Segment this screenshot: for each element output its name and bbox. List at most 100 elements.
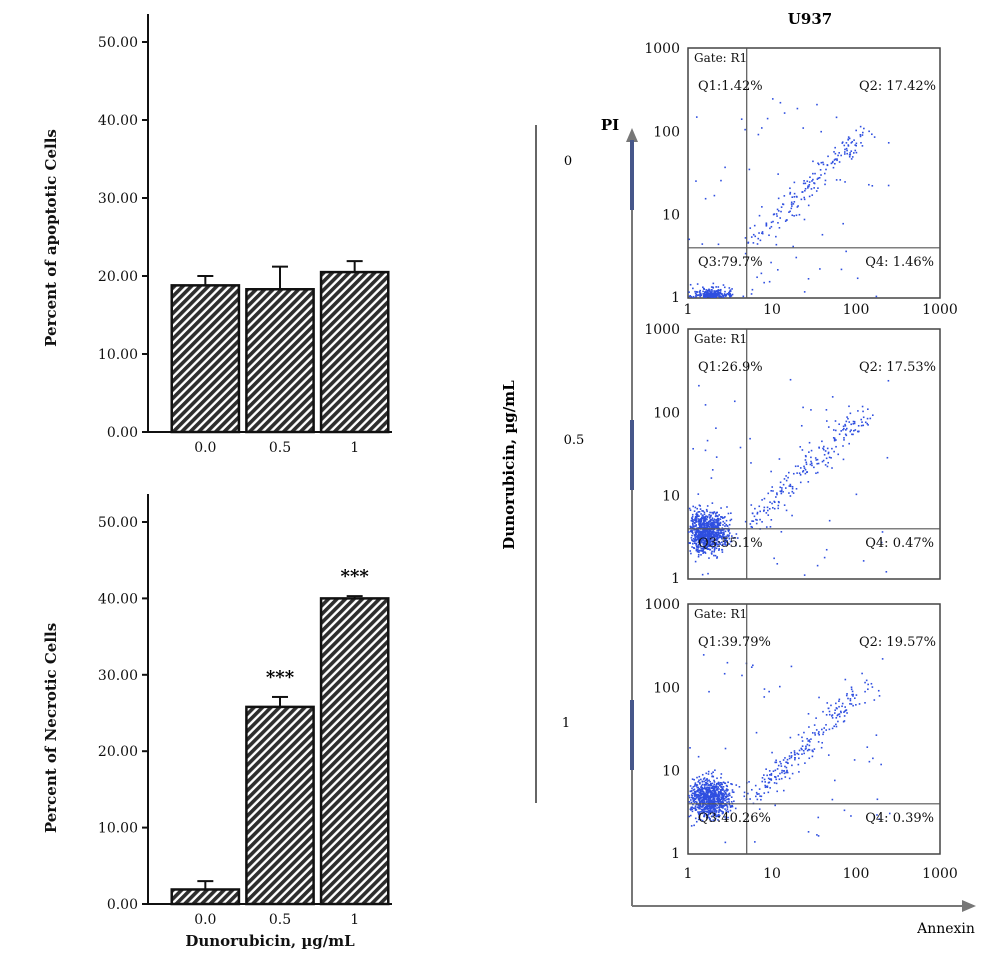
event-dot	[755, 522, 758, 525]
annexin-tick-label: 100	[843, 302, 870, 318]
x-tick-label: 0.5	[269, 912, 291, 928]
event-dot	[722, 533, 724, 536]
event-dot	[757, 133, 760, 136]
event-dot	[690, 825, 693, 827]
event-dot	[852, 704, 854, 707]
event-dot	[696, 291, 699, 293]
event-dot	[702, 654, 705, 656]
event-dot	[759, 239, 762, 242]
event-dot	[705, 522, 707, 525]
event-dot	[694, 807, 697, 810]
event-dot	[696, 789, 698, 792]
event-dot	[701, 773, 704, 776]
event-dot	[715, 286, 717, 288]
event-dot	[750, 293, 753, 295]
event-dot	[807, 187, 809, 189]
event-dot	[801, 753, 803, 755]
event-dot	[833, 779, 836, 782]
event-dot	[845, 429, 847, 431]
event-dot	[709, 293, 711, 296]
event-dot	[695, 539, 698, 542]
event-dot	[767, 781, 770, 784]
event-dot	[850, 158, 853, 160]
event-dot	[751, 520, 753, 522]
event-dot	[731, 791, 734, 793]
bar	[245, 705, 315, 906]
event-dot	[790, 201, 793, 204]
event-dot	[707, 523, 709, 525]
event-dot	[822, 447, 824, 450]
event-dot	[804, 182, 807, 185]
event-dot	[693, 521, 696, 524]
event-dot	[713, 808, 716, 811]
event-dot	[821, 728, 823, 731]
event-dot	[710, 525, 713, 528]
event-dot	[722, 524, 724, 526]
event-dot	[703, 811, 706, 814]
event-dot	[713, 550, 715, 553]
q1-label: Q1:39.79%	[698, 635, 771, 650]
event-dot	[716, 293, 718, 296]
event-dot	[723, 805, 726, 807]
event-dot	[712, 800, 715, 802]
event-dot	[706, 786, 709, 789]
event-dot	[691, 778, 694, 780]
event-dot	[714, 534, 717, 536]
event-dot	[831, 467, 833, 469]
event-dot	[707, 813, 710, 816]
event-dot	[720, 804, 722, 807]
event-dot	[695, 295, 697, 298]
event-dot	[797, 753, 800, 756]
event-dot	[724, 543, 726, 546]
event-dot	[714, 809, 716, 812]
event-dot	[715, 427, 717, 429]
event-dot	[706, 800, 708, 802]
event-dot	[866, 422, 869, 425]
event-dot	[861, 145, 864, 147]
event-dot	[713, 789, 716, 792]
event-dot	[704, 449, 707, 452]
event-dot	[707, 809, 710, 812]
event-dot	[714, 544, 717, 547]
event-dot	[705, 791, 708, 793]
event-dot	[835, 725, 838, 728]
event-dot	[707, 540, 710, 543]
event-dot	[806, 471, 808, 474]
event-dot	[847, 138, 849, 141]
event-dot	[842, 425, 845, 428]
event-dot	[878, 818, 881, 820]
event-dot	[735, 784, 738, 786]
event-dot	[833, 437, 836, 440]
event-dot	[871, 414, 874, 417]
event-dot	[711, 786, 714, 789]
event-dot	[806, 749, 809, 752]
event-dot	[713, 535, 715, 538]
q1-label: Q1:1.42%	[698, 79, 763, 94]
event-dot	[692, 532, 694, 534]
event-dot	[824, 450, 827, 452]
event-dot	[710, 535, 712, 538]
event-dot	[821, 460, 824, 463]
event-dot	[849, 412, 852, 415]
event-dot	[880, 541, 883, 544]
event-dot	[714, 790, 716, 793]
event-dot	[852, 423, 855, 425]
event-dot	[723, 540, 726, 543]
event-dot	[696, 536, 699, 539]
event-dot	[720, 810, 722, 812]
event-dot	[690, 526, 692, 528]
event-dot	[714, 792, 716, 795]
event-dot	[697, 533, 700, 535]
event-dot	[822, 161, 824, 164]
event-dot	[726, 661, 729, 664]
event-dot	[807, 748, 810, 751]
event-dot	[728, 529, 730, 531]
event-dot	[789, 736, 792, 739]
event-dot	[754, 507, 756, 510]
event-dot	[706, 545, 709, 547]
event-dot	[843, 153, 846, 155]
event-dot	[699, 544, 701, 546]
event-dot	[749, 227, 752, 229]
event-dot	[865, 679, 868, 682]
